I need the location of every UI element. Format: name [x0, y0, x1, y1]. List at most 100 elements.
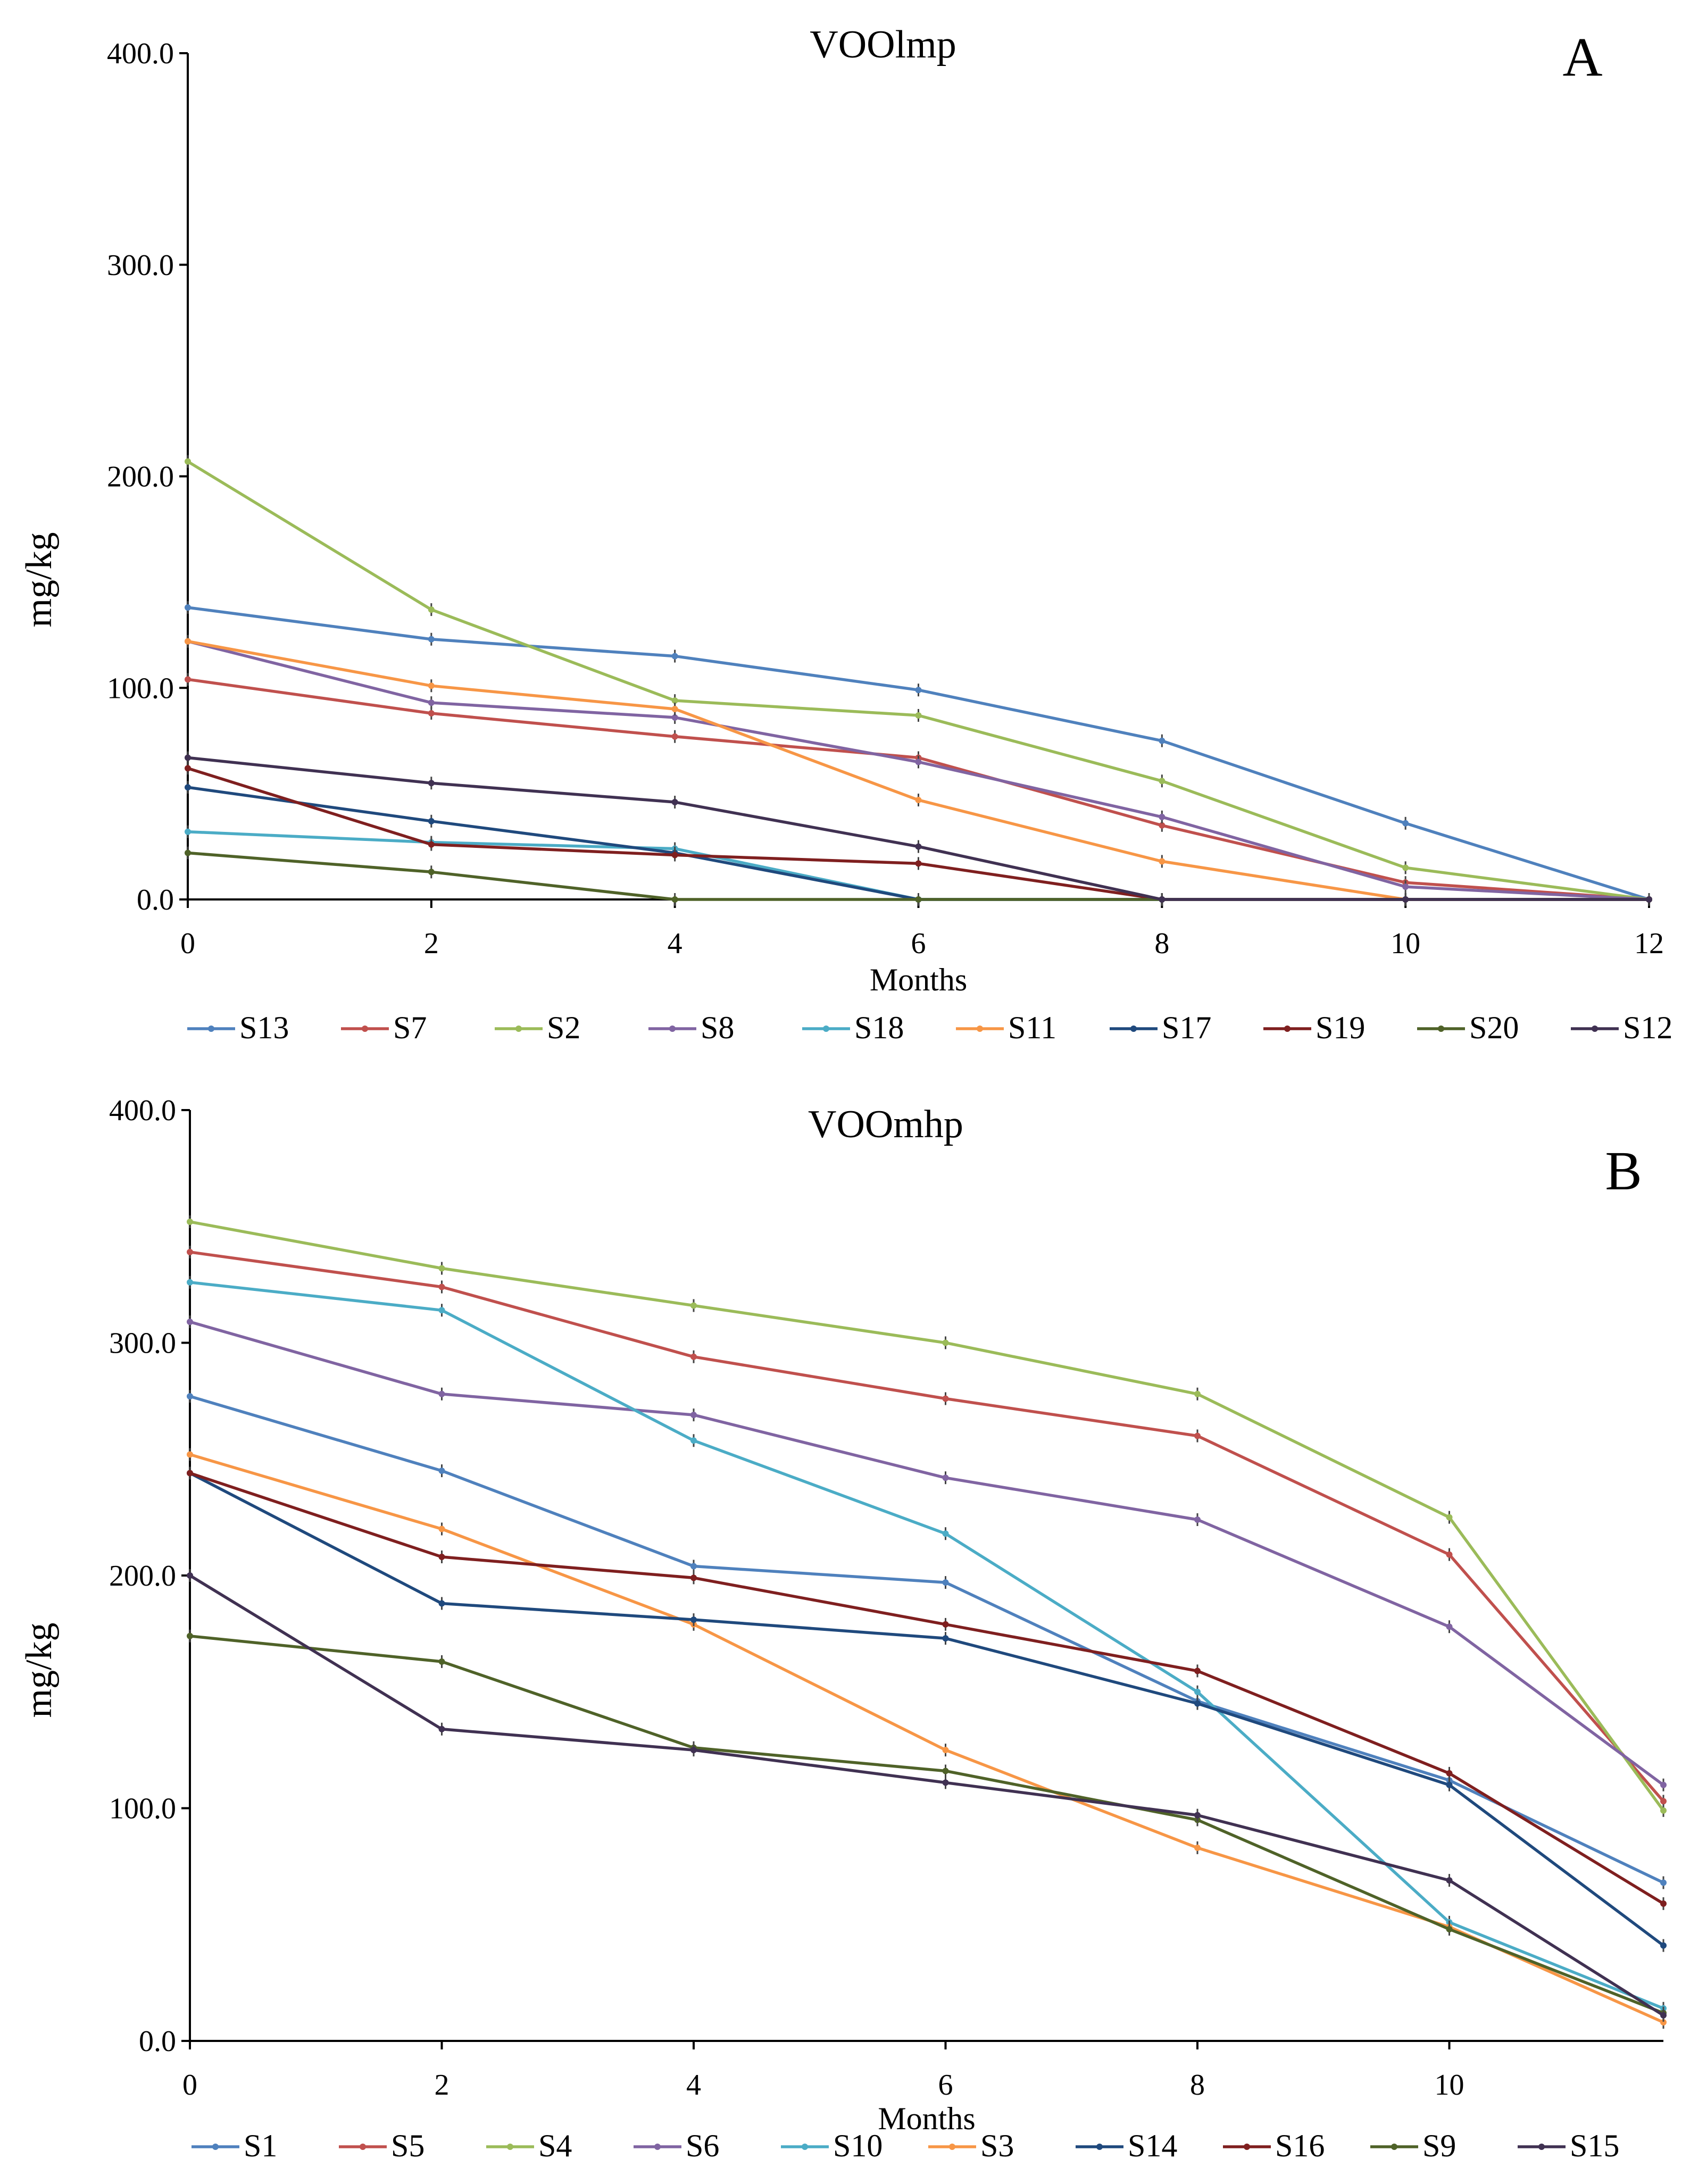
chart-title: VOOmhp [808, 1103, 963, 1146]
legend-marker [1244, 2144, 1250, 2150]
series-line [189, 1281, 1664, 2010]
legend-marker [208, 1026, 214, 1032]
legend-label: S15 [1570, 2128, 1619, 2163]
data-point [942, 1635, 949, 1642]
data-point [1194, 1516, 1201, 1523]
legend: S13 S7 S2 S8 S18 S11 S17 S19 S20 S12 [187, 1010, 1672, 1045]
legend-item-s1: S1 [192, 2128, 277, 2163]
data-point [187, 1319, 193, 1326]
data-point [690, 1747, 697, 1754]
legend-label: S18 [854, 1010, 904, 1045]
data-point [428, 780, 435, 787]
data-point [1660, 1900, 1667, 1907]
legend-marker [1391, 2144, 1397, 2150]
legend-label: S8 [701, 1010, 734, 1045]
legend-item-s9: S9 [1370, 2128, 1456, 2163]
legend-item-s3: S3 [928, 2128, 1014, 2163]
data-point [1446, 1926, 1453, 1932]
data-point [671, 733, 678, 740]
legend-label: S12 [1623, 1010, 1672, 1045]
legend-marker [1130, 1026, 1137, 1032]
data-point [187, 1632, 193, 1639]
legend-label: S16 [1275, 2128, 1325, 2163]
series-s13 [185, 601, 1652, 906]
series-s20 [185, 846, 1652, 906]
series-line [187, 756, 1649, 901]
chart-title: VOOlmp [810, 23, 956, 66]
legend-label: S13 [239, 1010, 289, 1045]
data-point [671, 653, 678, 660]
y-tick-label: 100.0 [107, 672, 174, 705]
legend-item-s16: S16 [1223, 2128, 1325, 2163]
data-point [1660, 2019, 1667, 2025]
data-point [1402, 864, 1409, 871]
legend-item-s5: S5 [339, 2128, 424, 2163]
legend-marker [507, 2144, 513, 2150]
legend-marker [654, 2144, 661, 2150]
data-point [428, 699, 435, 706]
data-point [942, 1395, 949, 1402]
data-point [671, 706, 678, 713]
legend-label: S5 [391, 2128, 424, 2163]
data-point [1660, 1807, 1667, 1814]
series-s9 [187, 1629, 1667, 2020]
data-point [185, 676, 191, 683]
data-point [187, 1572, 193, 1579]
x-tick-label: 10 [1435, 2069, 1464, 2102]
data-point [942, 1621, 949, 1628]
legend: S1 S5 S4 S6 S10 S3 S14 S16 S9 S15 [192, 2128, 1619, 2163]
data-point [915, 797, 922, 804]
data-point [915, 687, 922, 694]
legend-label: S19 [1316, 1010, 1365, 1045]
legend-label: S6 [686, 2128, 719, 2163]
data-point [1159, 737, 1165, 744]
y-tick-label: 300.0 [107, 249, 174, 282]
legend-label: S7 [393, 1010, 427, 1045]
data-point [185, 849, 191, 856]
x-tick-label: 6 [938, 2069, 953, 2102]
data-point [1446, 1514, 1453, 1521]
data-point [187, 1451, 193, 1458]
data-point [1660, 2012, 1667, 2019]
legend-item-s14: S14 [1076, 2128, 1177, 2163]
legend-marker [360, 2144, 366, 2150]
legend-item-s4: S4 [486, 2128, 572, 2163]
legend-marker [1284, 1026, 1291, 1032]
legend-label: S14 [1128, 2128, 1177, 2163]
data-point [1159, 896, 1165, 903]
x-tick-label: 6 [911, 927, 926, 960]
series-s15 [187, 1569, 1667, 2022]
data-point [1660, 1798, 1667, 1805]
legend-item-s15: S15 [1518, 2128, 1619, 2163]
legend-marker [1096, 2144, 1103, 2150]
data-point [1660, 1942, 1667, 1949]
data-point [690, 1302, 697, 1309]
legend-marker [823, 1026, 829, 1032]
data-point [671, 896, 678, 903]
data-point [671, 852, 678, 858]
data-point [428, 636, 435, 643]
y-tick-label: 400.0 [107, 37, 174, 70]
legend-item-s20: S20 [1417, 1010, 1519, 1045]
data-point [438, 1265, 445, 1272]
data-point [690, 1353, 697, 1360]
y-axis-title: mg/kg [19, 532, 60, 628]
legend-item-s2: S2 [495, 1010, 580, 1045]
data-point [185, 458, 191, 465]
x-tick-label: 2 [424, 927, 439, 960]
data-point [438, 1600, 445, 1607]
data-point [185, 604, 191, 611]
legend-item-s6: S6 [634, 2128, 719, 2163]
data-point [428, 710, 435, 716]
x-tick-label: 4 [686, 2069, 701, 2102]
legend-item-s11: S11 [956, 1010, 1056, 1045]
data-point [942, 1768, 949, 1774]
data-point [187, 1219, 193, 1225]
data-point [1646, 896, 1652, 903]
data-point [1660, 1781, 1667, 1788]
data-point [428, 841, 435, 848]
y-tick-label: 400.0 [109, 1094, 176, 1127]
series-line [189, 1635, 1664, 2015]
data-point [438, 1658, 445, 1665]
data-point [1402, 896, 1409, 903]
